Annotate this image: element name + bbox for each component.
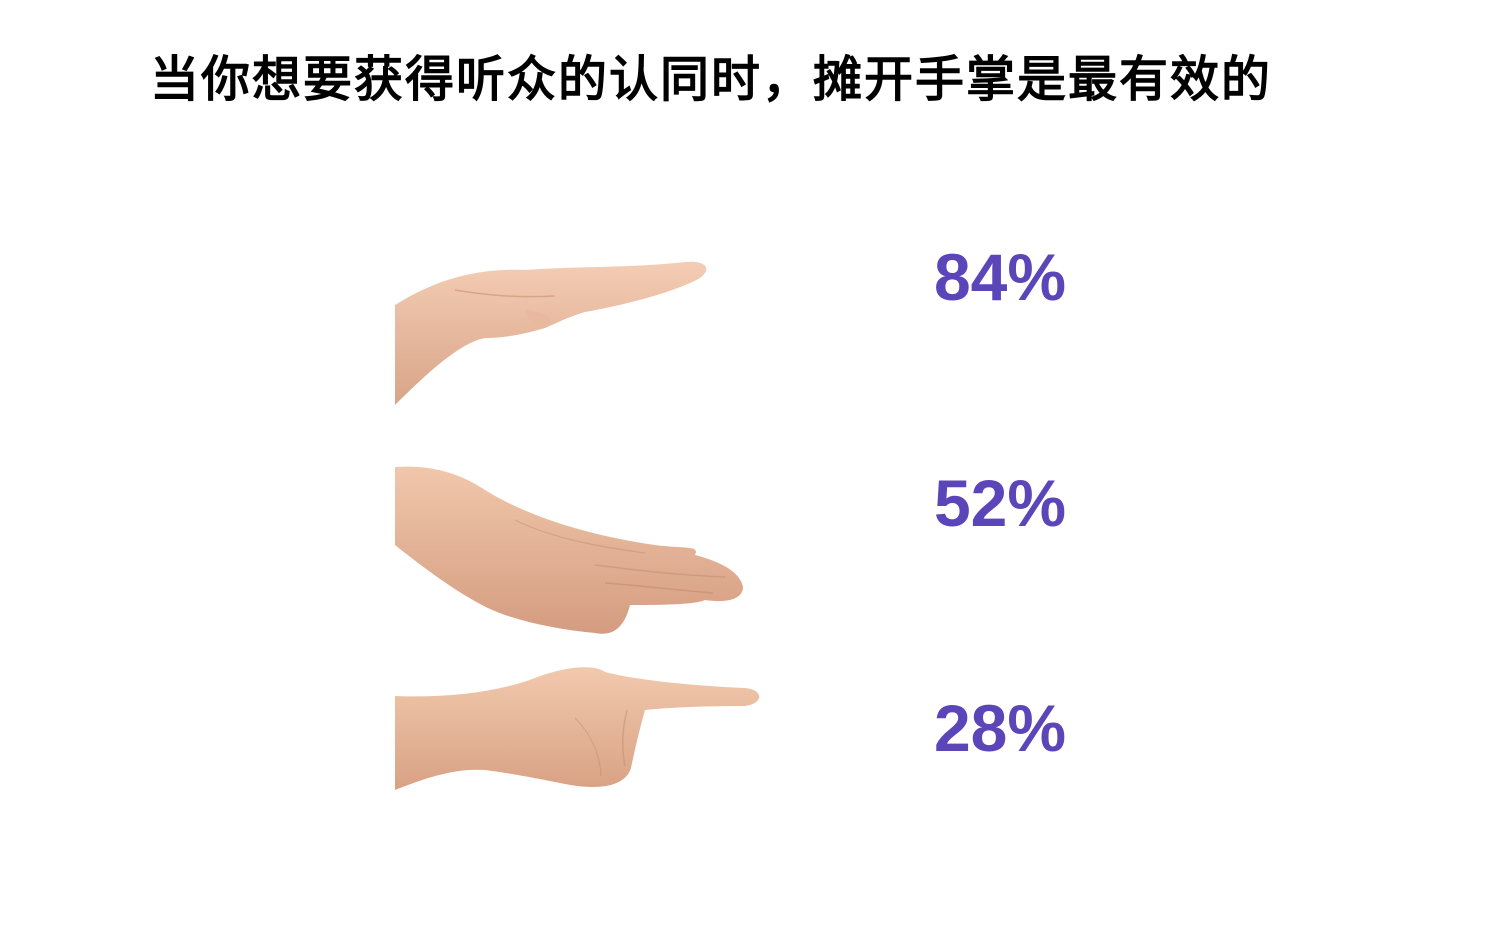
palm-down-hand-icon (395, 465, 755, 640)
percent-value-52: 52% (933, 466, 1067, 540)
percent-value-28: 28% (933, 691, 1067, 765)
open-palm-up-hand-icon (395, 250, 715, 410)
pointing-finger-hand-icon (395, 658, 765, 798)
page-title: 当你想要获得听众的认同时，摊开手掌是最有效的 (150, 51, 1273, 108)
percent-value-84: 84% (933, 240, 1067, 314)
